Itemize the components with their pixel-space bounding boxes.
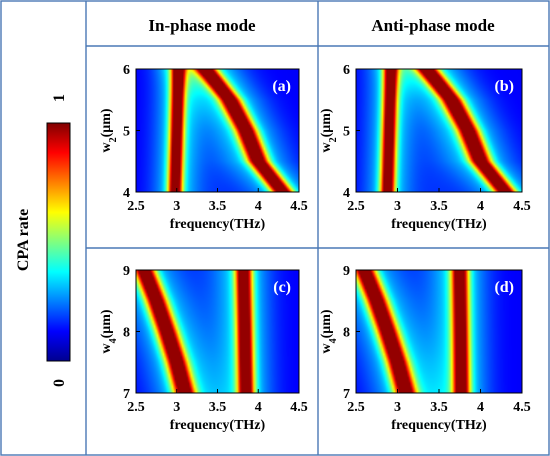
x-axis-label: frequency(THz) bbox=[391, 418, 487, 433]
x-tick-label: 4 bbox=[255, 400, 262, 415]
colorbar-title: CPA rate bbox=[15, 209, 32, 271]
x-tick-label: 3.5 bbox=[430, 199, 448, 214]
colorbar bbox=[46, 122, 71, 362]
y-tick-label: 8 bbox=[123, 326, 130, 341]
panel-label: (d) bbox=[494, 279, 514, 296]
x-tick-label: 4 bbox=[255, 199, 262, 214]
heatmap-image bbox=[356, 69, 522, 192]
y-tick-label: 9 bbox=[123, 264, 130, 279]
header-in-phase: In-phase mode bbox=[148, 16, 256, 35]
y-axis-label: w4(μm) bbox=[319, 309, 339, 353]
x-tick-label: 2.5 bbox=[347, 400, 365, 415]
heatmap-image bbox=[356, 270, 522, 393]
x-axis-label: frequency(THz) bbox=[391, 217, 487, 232]
y-tick-label: 8 bbox=[343, 326, 350, 341]
x-axis-label: frequency(THz) bbox=[170, 418, 266, 433]
y-axis-label: w4(μm) bbox=[99, 309, 119, 353]
x-tick-label: 3.5 bbox=[209, 199, 227, 214]
x-tick-label: 4.5 bbox=[513, 400, 531, 415]
panel-label: (c) bbox=[273, 279, 291, 296]
x-tick-label: 4.5 bbox=[290, 400, 308, 415]
y-tick-label: 6 bbox=[343, 63, 350, 78]
x-tick-label: 3 bbox=[394, 400, 401, 415]
colorbar-min-label: 0 bbox=[51, 379, 68, 387]
y-tick-label: 5 bbox=[343, 125, 350, 140]
colorbar-max-label: 1 bbox=[51, 94, 68, 102]
y-tick-label: 4 bbox=[343, 186, 350, 201]
x-tick-label: 2.5 bbox=[347, 199, 365, 214]
x-tick-label: 3 bbox=[394, 199, 401, 214]
y-tick-label: 9 bbox=[343, 264, 350, 279]
y-tick-label: 4 bbox=[123, 186, 130, 201]
panel-label: (b) bbox=[494, 78, 514, 95]
header-anti-phase: Anti-phase mode bbox=[371, 16, 495, 35]
y-axis-label: w2(μm) bbox=[99, 108, 119, 152]
x-axis-label: frequency(THz) bbox=[170, 217, 266, 232]
panel-label: (a) bbox=[272, 78, 291, 95]
heatmap-panel-c: 2.5 3 3.5 4 4.5 7 8 9 frequency(THz) w4(μm) (c) bbox=[99, 264, 308, 433]
x-tick-label: 2.5 bbox=[127, 199, 145, 214]
x-tick-label: 3 bbox=[173, 199, 180, 214]
x-tick-label: 3.5 bbox=[430, 400, 448, 415]
heatmap-panel-a: 2.5 3 3.5 4 4.5 4 5 6 frequency(THz) w2(μm) (a) bbox=[99, 63, 308, 232]
x-tick-label: 4 bbox=[477, 199, 484, 214]
y-tick-label: 7 bbox=[123, 387, 130, 402]
x-tick-label: 4.5 bbox=[290, 199, 308, 214]
x-tick-label: 3.5 bbox=[209, 400, 227, 415]
x-tick-label: 4 bbox=[477, 400, 484, 415]
y-tick-label: 5 bbox=[123, 125, 130, 140]
heatmap-image bbox=[136, 69, 299, 192]
x-tick-label: 3 bbox=[173, 400, 180, 415]
y-tick-label: 7 bbox=[343, 387, 350, 402]
x-tick-label: 4.5 bbox=[513, 199, 531, 214]
heatmap-panel-b: 2.5 3 3.5 4 4.5 4 5 6 frequency(THz) w2(μm) (b) bbox=[319, 63, 531, 232]
x-tick-label: 2.5 bbox=[127, 400, 145, 415]
heatmap-panel-d: 2.5 3 3.5 4 4.5 7 8 9 frequency(THz) w4(μm) (d) bbox=[319, 264, 531, 433]
y-axis-label: w2(μm) bbox=[319, 108, 339, 152]
y-tick-label: 6 bbox=[123, 63, 130, 78]
heatmap-image bbox=[136, 270, 299, 393]
